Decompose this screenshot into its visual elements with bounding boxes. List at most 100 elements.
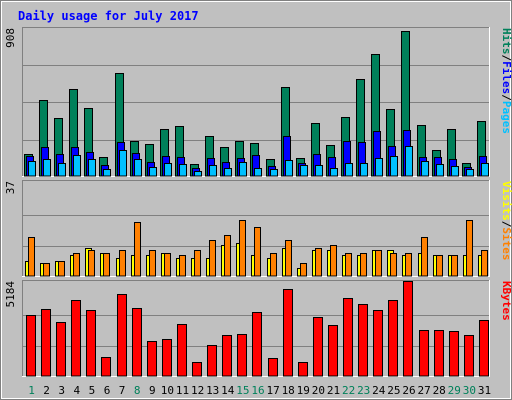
- bar-sites-day-15: [239, 220, 246, 277]
- bar-pages-day-20: [315, 165, 323, 177]
- x-tick-label-day-26: 26: [402, 384, 415, 397]
- x-tick-label-day-5: 5: [89, 384, 96, 397]
- bar-pages-day-2: [43, 159, 51, 177]
- bar-kbytes-day-27: [419, 330, 429, 377]
- bar-kbytes-day-22: [343, 298, 353, 377]
- bar-pages-day-23: [360, 163, 368, 177]
- bar-pages-day-17: [270, 169, 278, 177]
- bar-sites-day-31: [481, 250, 488, 277]
- x-tick-label-day-3: 3: [58, 384, 65, 397]
- bar-kbytes-day-4: [71, 300, 81, 377]
- bar-pages-day-1: [28, 161, 36, 177]
- bar-sites-day-25: [390, 253, 397, 277]
- bar-kbytes-day-10: [162, 339, 172, 377]
- bar-kbytes-day-14: [222, 335, 232, 377]
- legend-separator: /: [500, 55, 512, 62]
- bar-pages-day-18: [285, 160, 293, 177]
- bar-kbytes-day-12: [192, 362, 202, 377]
- bar-pages-day-8: [134, 159, 142, 177]
- bar-pages-day-19: [300, 165, 308, 177]
- legend-vertical: Visits/Sites: [500, 181, 512, 261]
- bar-sites-day-8: [134, 222, 141, 277]
- bar-sites-day-30: [466, 220, 473, 277]
- x-tick-label-day-4: 4: [73, 384, 80, 397]
- bar-kbytes-day-28: [434, 330, 444, 377]
- bar-pages-day-21: [330, 168, 338, 177]
- legend-separator: /: [500, 94, 512, 101]
- bar-pages-day-27: [421, 161, 429, 177]
- bar-kbytes-day-29: [449, 331, 459, 377]
- bar-sites-day-28: [436, 255, 443, 277]
- bar-pages-day-25: [390, 156, 398, 177]
- bar-pages-day-28: [436, 164, 444, 177]
- bar-kbytes-day-21: [328, 325, 338, 377]
- bar-kbytes-day-15: [237, 334, 247, 377]
- bar-pages-day-3: [58, 163, 66, 177]
- y-axis-max-label: 37: [4, 181, 17, 194]
- bar-sites-day-23: [360, 253, 367, 277]
- panel-hits-files-pages: 908 Hits/Files/Pages: [4, 27, 512, 177]
- bar-kbytes-day-24: [373, 310, 383, 377]
- bar-pages-day-11: [179, 164, 187, 177]
- bar-pages-day-15: [239, 162, 247, 177]
- bar-pages-day-24: [375, 158, 383, 177]
- x-tick-label-day-20: 20: [312, 384, 325, 397]
- legend-vertical: Hits/Files/Pages: [500, 28, 512, 134]
- bar-pages-day-7: [119, 150, 127, 177]
- x-tick-label-day-1: 1: [28, 384, 35, 397]
- x-tick-label-day-18: 18: [282, 384, 295, 397]
- x-tick-label-day-30: 30: [463, 384, 476, 397]
- bar-kbytes-day-23: [358, 304, 368, 377]
- bar-kbytes-day-7: [117, 294, 127, 377]
- bar-kbytes-day-8: [132, 308, 142, 377]
- bar-pages-day-31: [481, 163, 489, 177]
- bar-kbytes-day-25: [388, 300, 398, 377]
- bar-kbytes-day-16: [252, 312, 262, 377]
- bar-sites-day-11: [179, 255, 186, 277]
- bar-pages-day-12: [194, 171, 202, 177]
- bar-kbytes-day-26: [403, 281, 413, 377]
- bar-kbytes-day-13: [207, 345, 217, 377]
- bar-kbytes-day-11: [177, 324, 187, 377]
- bar-sites-day-17: [270, 253, 277, 277]
- bar-pages-day-6: [103, 169, 111, 177]
- bar-sites-day-27: [421, 237, 428, 277]
- bar-sites-day-21: [330, 245, 337, 277]
- bar-pages-day-29: [451, 166, 459, 177]
- bar-sites-day-19: [300, 263, 307, 277]
- y-axis-max-label: 908: [4, 28, 17, 48]
- x-tick-label-day-25: 25: [387, 384, 400, 397]
- bar-pages-day-5: [88, 159, 96, 177]
- bar-sites-day-20: [315, 248, 322, 277]
- x-tick-label-day-31: 31: [478, 384, 491, 397]
- bar-sites-day-26: [405, 253, 412, 277]
- bar-sites-day-16: [254, 227, 261, 277]
- bar-kbytes-day-1: [26, 315, 36, 377]
- bar-kbytes-day-18: [283, 289, 293, 377]
- bar-sites-day-4: [73, 253, 80, 277]
- bar-sites-day-5: [88, 250, 95, 277]
- legend-item-files: Files: [500, 61, 512, 94]
- bar-pages-day-14: [224, 168, 232, 177]
- legend-item-sites: Sites: [500, 227, 512, 260]
- bar-sites-day-7: [119, 250, 126, 277]
- bar-sites-day-24: [375, 250, 382, 277]
- bar-pages-day-16: [254, 168, 262, 177]
- bar-sites-day-1: [28, 237, 35, 277]
- x-tick-label-day-11: 11: [176, 384, 189, 397]
- bar-sites-day-29: [451, 255, 458, 277]
- legend-separator: /: [500, 221, 512, 228]
- x-tick-label-day-29: 29: [448, 384, 461, 397]
- bar-kbytes-day-3: [56, 322, 66, 377]
- x-tick-label-day-13: 13: [206, 384, 219, 397]
- legend-item-hits: Hits: [500, 28, 512, 55]
- x-tick-label-day-6: 6: [104, 384, 111, 397]
- bar-sites-day-18: [285, 240, 292, 277]
- bar-sites-day-22: [345, 253, 352, 277]
- chart-title: Daily usage for July 2017: [18, 9, 199, 23]
- x-tick-label-day-16: 16: [251, 384, 264, 397]
- bar-sites-day-2: [43, 263, 50, 277]
- legend-item-kbytes: KBytes: [500, 281, 512, 321]
